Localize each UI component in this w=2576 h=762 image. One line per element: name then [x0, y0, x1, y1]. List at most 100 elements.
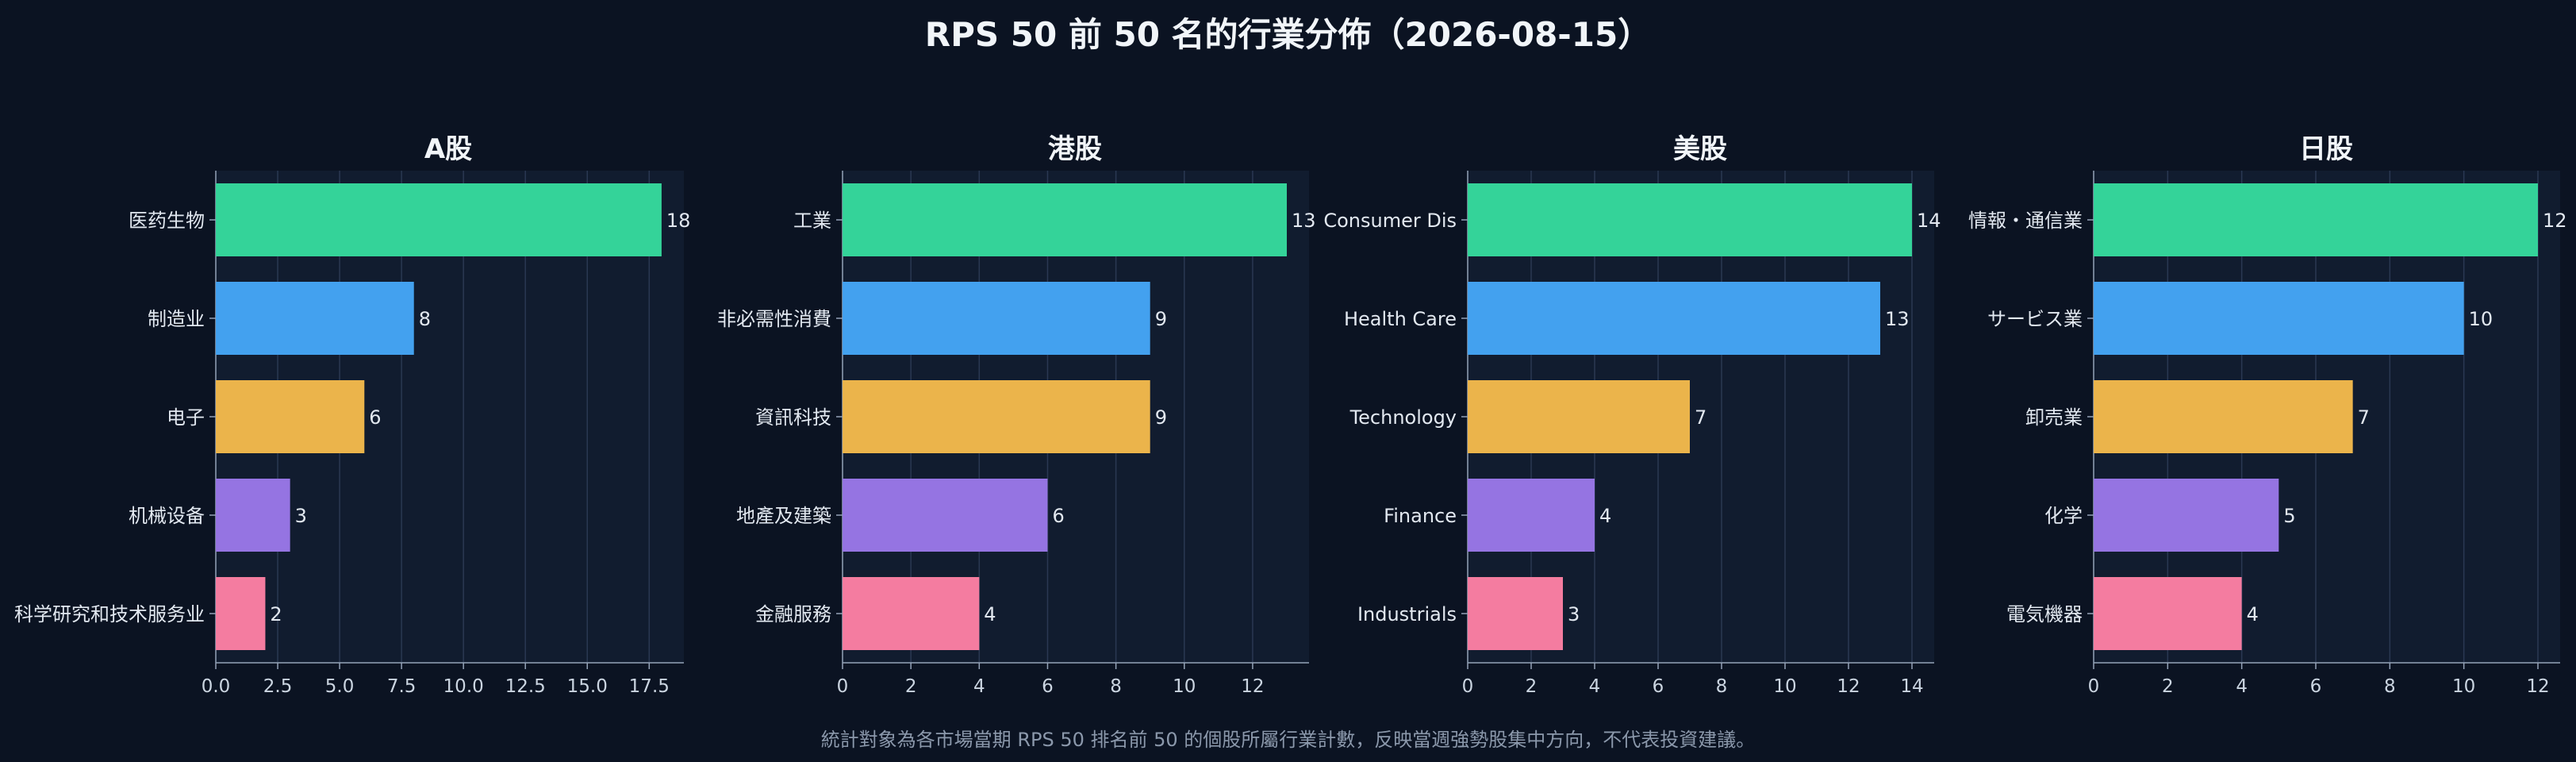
panel-title-hk-shares: 港股 — [1048, 133, 1102, 165]
value-label: 9 — [1155, 308, 1167, 330]
x-tick-label: 8 — [2384, 676, 2396, 697]
x-tick-label: 14 — [1900, 676, 1923, 697]
x-tick-label: 8 — [1110, 676, 1122, 697]
x-tick-label: 6 — [1653, 676, 1664, 697]
value-label: 6 — [369, 406, 381, 429]
value-label: 2 — [270, 603, 282, 625]
category-label: 非必需性消費 — [717, 308, 831, 330]
category-label: 電気機器 — [2006, 603, 2083, 625]
x-tick-label: 2 — [1526, 676, 1538, 697]
value-label: 4 — [984, 603, 996, 625]
category-label: 机械设备 — [129, 505, 205, 527]
x-tick-label: 12 — [1837, 676, 1860, 697]
x-tick-label: 0 — [1462, 676, 1474, 697]
category-label: 地產及建築 — [736, 505, 831, 527]
chart-jp-shares: 情報・通信業 12 サービス業 10 卸売業 7 化学 5 電気機器 4 0 2 4 6 8 10 12 — [1968, 171, 2567, 697]
category-label: 金融服務 — [755, 603, 831, 625]
x-tick-label: 2 — [905, 676, 917, 697]
bar — [843, 380, 1150, 453]
value-label: 7 — [2358, 406, 2370, 429]
panel-title-jp-shares: 日股 — [2299, 133, 2353, 165]
value-label: 3 — [295, 505, 307, 527]
x-tick-label: 8 — [1716, 676, 1728, 697]
x-tick-label: 15.0 — [567, 676, 608, 697]
bar — [216, 479, 290, 552]
category-label: 化学 — [2044, 505, 2083, 527]
value-label: 14 — [1917, 210, 1941, 232]
category-label: Health Care — [1344, 308, 1457, 330]
value-label: 4 — [1599, 505, 1611, 527]
x-tick-label: 10 — [2452, 676, 2475, 697]
x-tick-label: 12 — [1241, 676, 1264, 697]
x-tick-label: 5.0 — [325, 676, 355, 697]
category-label: 电子 — [167, 406, 205, 429]
value-label: 7 — [1695, 406, 1706, 429]
category-label: Technology — [1349, 406, 1457, 429]
x-tick-label: 6 — [1042, 676, 1054, 697]
bar — [2094, 183, 2538, 256]
bar — [1468, 282, 1880, 355]
bar — [843, 479, 1048, 552]
category-label: サービス業 — [1987, 308, 2083, 330]
x-tick-label: 2 — [2162, 676, 2174, 697]
chart-a-shares: 医药生物 18 制造业 8 电子 6 机械设备 3 科学研究和技术服务业 2 0.0 2.5 5.0 7.… — [14, 171, 690, 697]
bar — [843, 577, 980, 650]
panel-title-us-shares: 美股 — [1673, 133, 1727, 165]
bar — [2094, 577, 2242, 650]
bar — [1468, 380, 1690, 453]
x-tick-label: 10 — [1773, 676, 1796, 697]
value-label: 3 — [1568, 603, 1580, 625]
figure-title: RPS 50 前 50 名的行業分佈（2026-08-15） — [924, 15, 1652, 54]
bar — [1468, 479, 1595, 552]
chart-hk-shares: 工業 13 非必需性消費 9 資訊科技 9 地產及建築 6 金融服務 4 0 2 4 6 8 10 12 — [717, 171, 1316, 697]
category-label: Consumer Dis — [1323, 210, 1457, 232]
panel-title-a-shares: A股 — [424, 133, 473, 165]
bar — [216, 577, 266, 650]
bar — [216, 183, 662, 256]
value-label: 18 — [666, 210, 691, 232]
x-tick-label: 4 — [2236, 676, 2248, 697]
bar — [216, 282, 414, 355]
value-label: 13 — [1292, 210, 1316, 232]
value-label: 4 — [2247, 603, 2259, 625]
category-label: 工業 — [793, 210, 831, 232]
category-label: Industrials — [1357, 603, 1457, 625]
category-label: 卸売業 — [2025, 406, 2083, 429]
bar — [2094, 282, 2464, 355]
bar — [843, 183, 1287, 256]
x-tick-label: 10 — [1173, 676, 1196, 697]
x-tick-label: 6 — [2310, 676, 2322, 697]
x-tick-label: 4 — [973, 676, 985, 697]
category-label: 医药生物 — [129, 210, 205, 232]
footnote: 統計對象為各市場當期 RPS 50 排名前 50 的個股所屬行業計數，反映當週強… — [820, 729, 1756, 751]
x-tick-label: 4 — [1589, 676, 1601, 697]
value-label: 13 — [1885, 308, 1910, 330]
chart-us-shares: Consumer Dis 14 Health Care 13 Technology 7 Fi… — [1323, 171, 1941, 697]
x-tick-label: 2.5 — [263, 676, 293, 697]
x-tick-label: 10.0 — [443, 676, 484, 697]
bar — [2094, 380, 2353, 453]
bar — [2094, 479, 2279, 552]
x-tick-label: 12.5 — [505, 676, 546, 697]
category-label: Finance — [1384, 505, 1457, 527]
x-tick-label: 0.0 — [202, 676, 231, 697]
bar — [843, 282, 1150, 355]
x-tick-label: 0 — [837, 676, 849, 697]
x-tick-label: 12 — [2526, 676, 2549, 697]
value-label: 10 — [2469, 308, 2493, 330]
bar — [1468, 577, 1563, 650]
x-tick-label: 0 — [2088, 676, 2100, 697]
bar — [1468, 183, 1912, 256]
value-label: 6 — [1052, 505, 1064, 527]
value-label: 9 — [1155, 406, 1167, 429]
bar — [216, 380, 365, 453]
category-label: 科学研究和技术服务业 — [14, 603, 205, 625]
value-label: 8 — [419, 308, 431, 330]
x-tick-label: 7.5 — [387, 676, 417, 697]
value-label: 5 — [2283, 505, 2295, 527]
category-label: 情報・通信業 — [1968, 210, 2083, 232]
category-label: 制造业 — [148, 308, 205, 330]
value-label: 12 — [2543, 210, 2567, 232]
x-tick-label: 17.5 — [629, 676, 670, 697]
